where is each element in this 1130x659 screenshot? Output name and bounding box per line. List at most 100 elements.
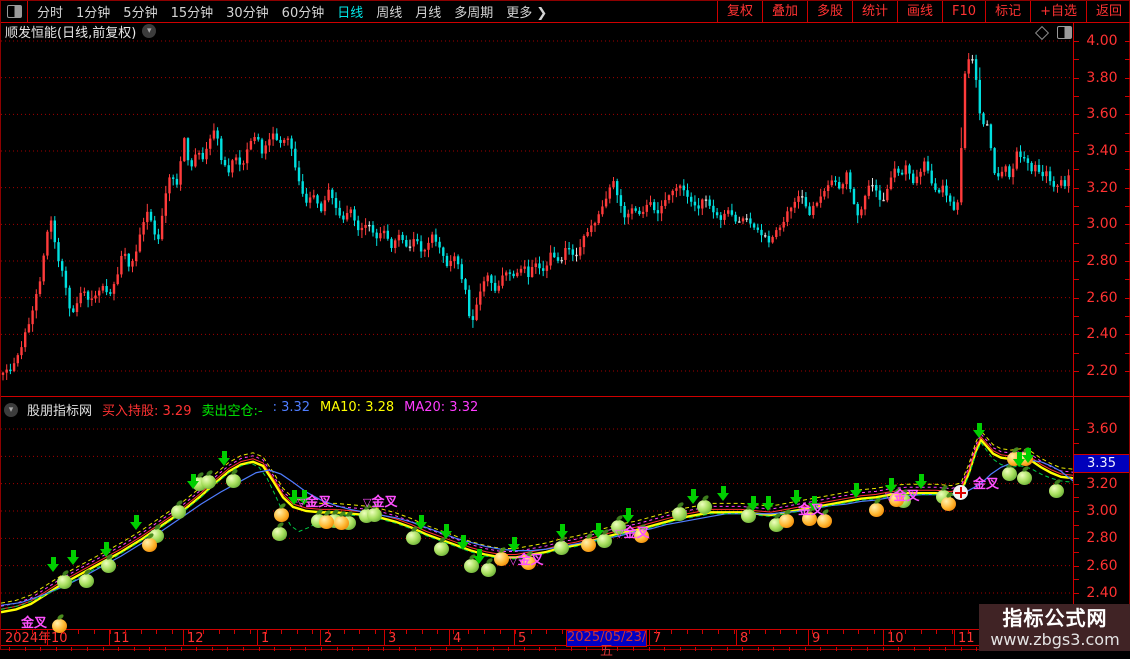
month-label: 9: [812, 631, 821, 646]
candle-body: [471, 316, 475, 320]
tool-button-复权[interactable]: 复权: [716, 1, 762, 22]
tool-button-多股[interactable]: 多股: [806, 1, 852, 22]
month-label: 4: [453, 631, 462, 646]
candle-body: [638, 210, 641, 215]
chart-mini-icons: [1034, 25, 1072, 40]
candle-body: [967, 59, 970, 74]
candle-body: [1019, 151, 1022, 158]
candle-body: [586, 232, 589, 236]
period-tab-更多 ❯[interactable]: 更多 ❯: [506, 6, 548, 21]
candle-body: [61, 261, 64, 271]
candle-body: [856, 203, 859, 216]
main-price-axis: 4.00 3.80 3.60 3.40 3.20 3.00 2.80 2.60 2.40 2.20: [1073, 22, 1130, 396]
tool-button-F10[interactable]: F10: [942, 1, 985, 22]
candle-body: [212, 130, 216, 139]
tool-button-标记[interactable]: 标记: [985, 1, 1030, 22]
minor-tick: [936, 630, 938, 634]
candle-body: [449, 261, 452, 267]
tool-button-统计[interactable]: 统计: [852, 1, 897, 22]
minor-tick: [664, 647, 666, 651]
candle-body: [1045, 171, 1048, 177]
axis-tick: [1074, 352, 1079, 354]
candle-body: [183, 138, 186, 162]
minor-tick: [952, 630, 953, 634]
candle-body: [712, 205, 715, 213]
period-tab-15分钟[interactable]: 15分钟: [170, 6, 214, 21]
period-tab-分时[interactable]: 分时: [37, 6, 64, 21]
tool-button-叠加[interactable]: 叠加: [761, 1, 807, 22]
candle-body: [923, 161, 926, 172]
month-separator: [257, 630, 258, 646]
axis-tick: [1125, 169, 1130, 171]
ind-axis-label: 2.60: [1086, 557, 1118, 574]
indicator-line-yellow: [1, 436, 1073, 610]
period-tab-60分钟[interactable]: 60分钟: [281, 6, 325, 21]
period-tab-月线[interactable]: 月线: [415, 6, 442, 21]
candle-body: [394, 240, 397, 248]
candle-body: [468, 289, 471, 317]
tool-button-返回[interactable]: 返回: [1085, 1, 1130, 22]
candle-body: [490, 275, 493, 283]
minor-tick: [336, 647, 338, 651]
candle-body: [423, 249, 426, 252]
candle-body: [368, 224, 371, 227]
period-tab-周线[interactable]: 周线: [376, 6, 403, 21]
minor-tick: [399, 647, 400, 651]
tool-button-+自选[interactable]: +自选: [1030, 1, 1086, 22]
minor-tick: [289, 647, 291, 651]
candle-body: [390, 238, 393, 248]
main-axis-label: 2.20: [1086, 362, 1118, 379]
candle-body: [101, 286, 105, 291]
candle-body: [986, 124, 989, 126]
minor-tick: [913, 647, 915, 651]
candle-body: [90, 298, 93, 300]
candle-body: [460, 264, 463, 280]
minor-tick: [125, 630, 127, 634]
indicator-line-yellow: [1, 437, 1073, 614]
candle-body: [227, 165, 230, 173]
candle-body: [53, 220, 56, 243]
ind-axis-label: 3.00: [1086, 503, 1118, 519]
candle-body: [978, 79, 981, 114]
indicator-svg: [1, 428, 1073, 614]
candle-body: [1026, 158, 1030, 163]
candle-body: [1037, 164, 1041, 172]
period-tab-日线[interactable]: 日线: [337, 6, 364, 21]
watermark-box: 指标公式网 www.zbgs3.com: [979, 604, 1130, 651]
candle-body: [49, 220, 53, 232]
candle-body: [523, 266, 526, 269]
candle-body: [867, 185, 870, 196]
month-label: 7: [653, 631, 662, 646]
candle-body: [516, 272, 519, 277]
candle-body: [323, 200, 327, 212]
axis-tick: [1125, 334, 1130, 336]
split-view-icon[interactable]: [1057, 26, 1072, 39]
ind-axis-label: 3.60: [1086, 421, 1118, 437]
candle-body: [397, 234, 401, 241]
period-tab-5分钟[interactable]: 5分钟: [123, 6, 158, 21]
minor-tick: [648, 647, 650, 651]
candle-body: [693, 201, 697, 206]
minor-tick: [555, 647, 556, 651]
collapse-panel-icon[interactable]: ▾: [4, 402, 18, 417]
chevron-down-icon[interactable]: ▾: [142, 24, 157, 38]
minor-tick: [858, 630, 860, 634]
month-separator: [109, 630, 110, 646]
minor-tick: [414, 647, 416, 651]
tool-button-画线[interactable]: 画线: [897, 1, 942, 22]
candle-body: [542, 268, 545, 271]
selected-date-box[interactable]: 2025/05/23/五: [566, 630, 647, 659]
candle-body: [160, 215, 164, 240]
candle-body: [505, 272, 508, 276]
minor-tick: [406, 630, 407, 634]
minor-tick: [78, 630, 80, 634]
period-tab-多周期[interactable]: 多周期: [454, 6, 494, 21]
period-tab-30分钟[interactable]: 30分钟: [226, 6, 269, 21]
month-separator: [320, 630, 321, 646]
candle-body: [675, 188, 678, 191]
candle-body: [786, 211, 789, 222]
period-tab-1分钟[interactable]: 1分钟: [76, 6, 111, 21]
candle-body: [704, 199, 708, 201]
window-menu-button[interactable]: [1, 1, 28, 22]
candle-body: [974, 59, 978, 80]
